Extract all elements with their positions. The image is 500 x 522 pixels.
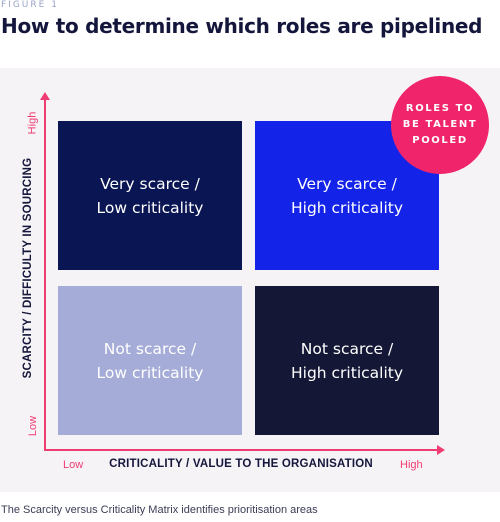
page-title: How to determine which roles are pipelin…	[1, 14, 483, 38]
y-axis-low-label: Low	[27, 415, 40, 437]
quadrant-not-scarce-high-criticality: Not scarce / High criticality	[255, 286, 439, 435]
quadrant-line-2: Low criticality	[96, 363, 204, 382]
quadrant-line-1: Not scarce /	[103, 339, 197, 358]
quadrant-line-2: High criticality	[290, 363, 404, 382]
y-axis-arrow	[40, 92, 50, 100]
x-axis-high-label: High	[400, 459, 423, 471]
quadrant-line-1: Very scarce /	[297, 174, 397, 193]
x-axis-title: CRITICALITY / VALUE TO THE ORGANISATION	[109, 458, 373, 470]
quadrant-line-2: High criticality	[290, 198, 404, 217]
quadrant-line-2: Low criticality	[96, 198, 204, 217]
y-axis-title: SCARCITY / DIFFICULTY IN SOURCING	[22, 157, 34, 379]
badge-line-3: POOLED	[412, 135, 468, 146]
x-axis-arrow	[437, 445, 445, 455]
y-axis-line	[44, 98, 46, 450]
quadrant-line-1: Very scarce /	[100, 174, 200, 193]
y-axis-high-label: High	[26, 111, 39, 135]
badge-line-1: ROLES TO	[405, 103, 475, 114]
quadrant-line-1: Not scarce /	[300, 339, 394, 358]
figure-label: FIGURE 1	[1, 0, 59, 10]
figure-caption: The Scarcity versus Criticality Matrix i…	[1, 504, 318, 516]
badge-line-2: BE TALENT	[402, 119, 478, 130]
x-axis-low-label: Low	[63, 459, 84, 471]
quadrant-not-scarce-low-criticality: Not scarce / Low criticality	[58, 286, 242, 435]
x-axis-line	[44, 449, 438, 451]
quadrant-very-scarce-low-criticality: Very scarce / Low criticality	[58, 121, 242, 270]
talent-pool-badge: ROLES TO BE TALENT POOLED	[391, 76, 489, 174]
